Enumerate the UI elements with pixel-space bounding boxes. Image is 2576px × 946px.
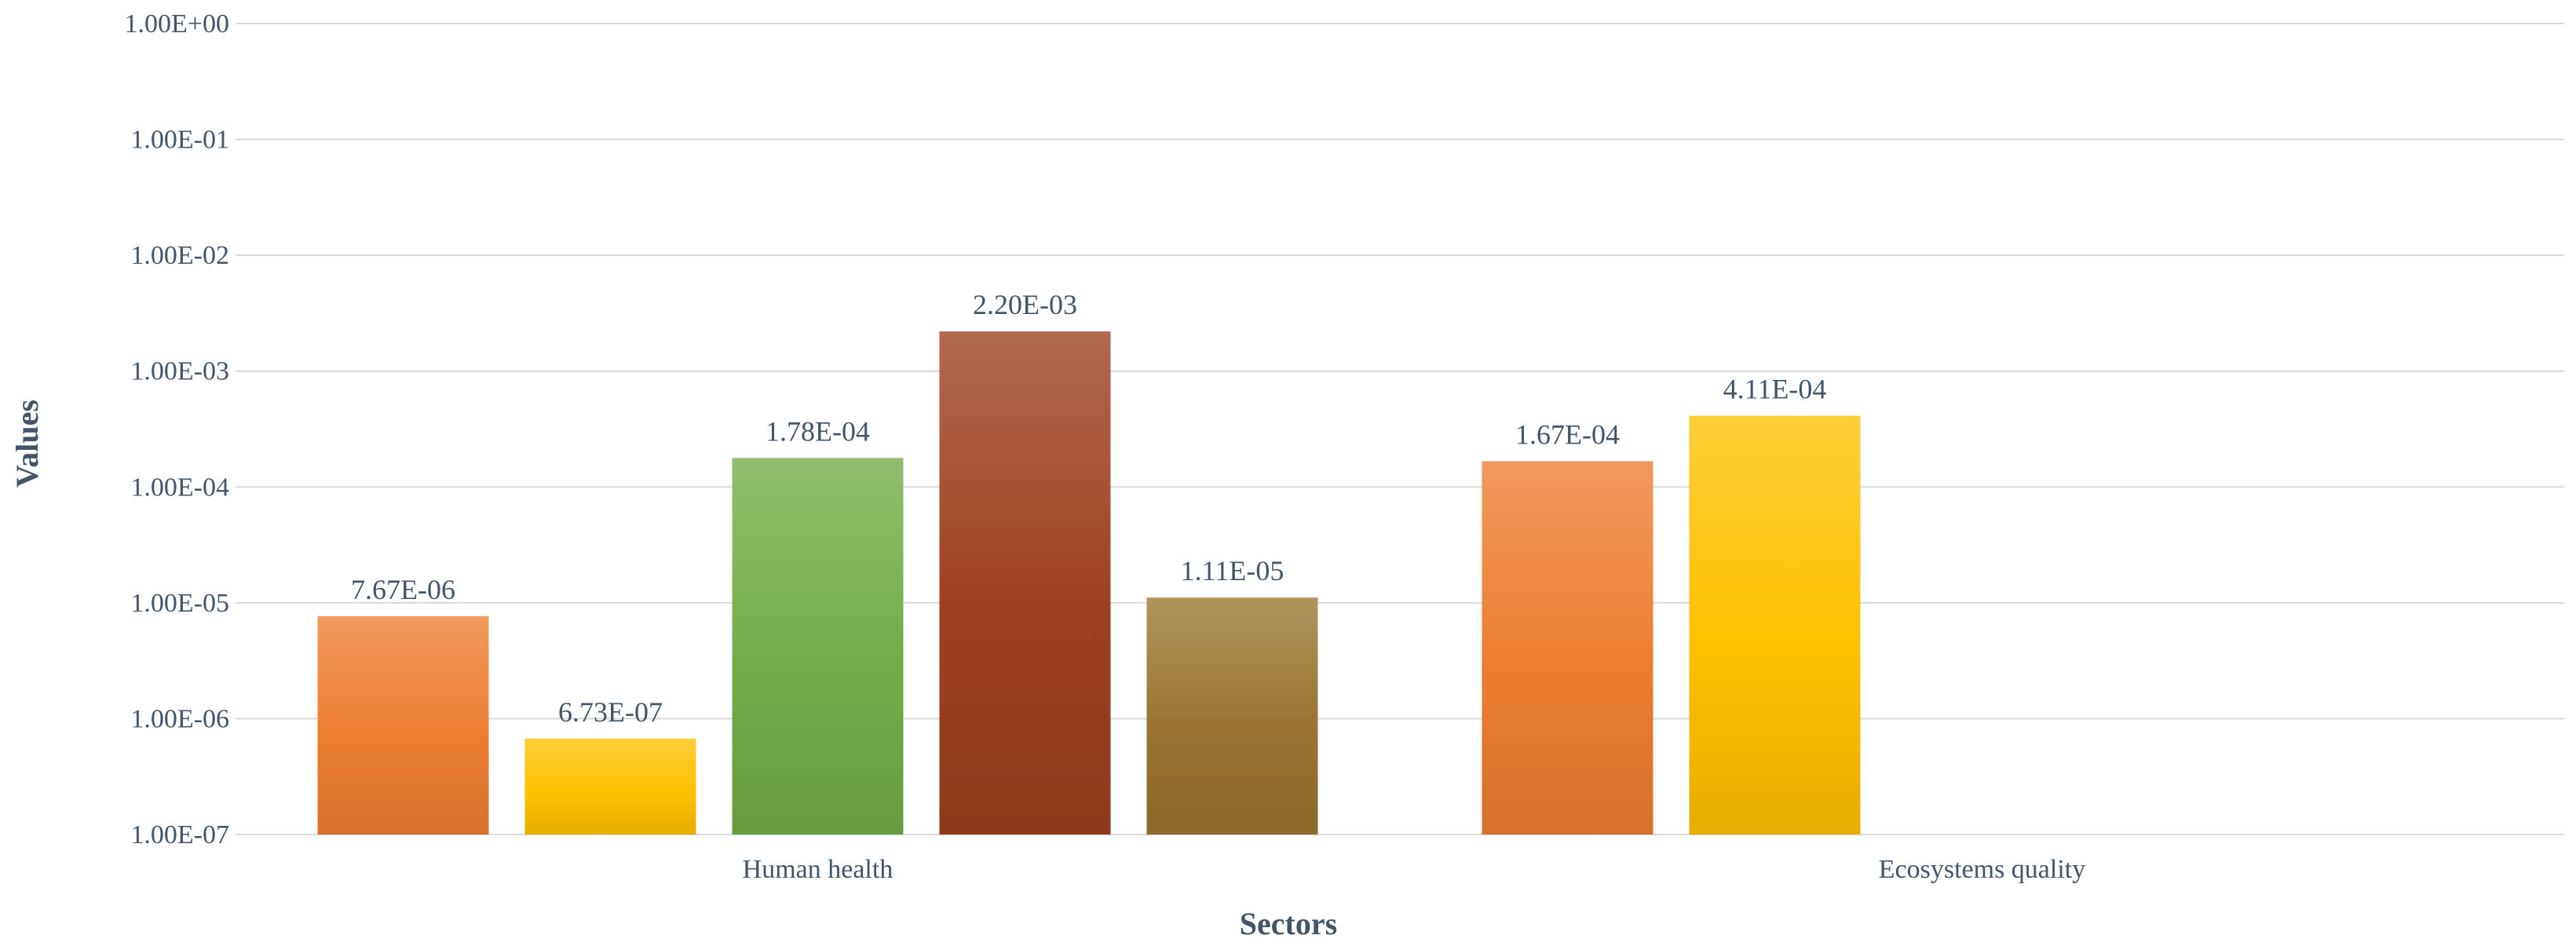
- data-label: 6.73E-07: [558, 696, 663, 728]
- y-tick-label: 1.00E-02: [130, 241, 229, 270]
- bars: [317, 331, 1861, 835]
- y-tick-label: 1.00E-04: [130, 473, 229, 502]
- bar: [732, 458, 904, 835]
- gridlines: [236, 23, 2564, 835]
- bar: [939, 331, 1111, 835]
- x-axis-title: Sectors: [1240, 906, 1337, 941]
- y-axis-tick-labels: 1.00E-07 1.00E-06 1.00E-05 1.00E-04 1.00E-03…: [125, 9, 229, 849]
- bar: [1482, 461, 1653, 835]
- data-label: 4.11E-04: [1723, 374, 1827, 405]
- data-label: 7.67E-06: [351, 574, 455, 605]
- bar: [1689, 415, 1861, 835]
- bar: [524, 738, 696, 835]
- data-label: 1.67E-04: [1515, 418, 1620, 450]
- bar: [317, 615, 489, 835]
- category-labels: Human health Ecosystems quality: [743, 855, 2086, 884]
- data-label: 1.78E-04: [765, 415, 870, 447]
- y-tick-label: 1.00E-03: [130, 357, 229, 386]
- y-tick-label: 1.00E+00: [125, 9, 229, 38]
- data-labels: 7.67E-06 6.73E-07 1.78E-04 2.20E-03 1.11E-05…: [351, 289, 1826, 728]
- data-label: 1.11E-05: [1181, 555, 1284, 586]
- y-tick-label: 1.00E-07: [130, 820, 229, 849]
- x-category-label: Ecosystems quality: [1879, 855, 2085, 884]
- y-axis-title: Values: [9, 400, 45, 488]
- y-tick-label: 1.00E-06: [130, 704, 229, 733]
- y-tick-label: 1.00E-01: [130, 126, 229, 155]
- y-tick-label: 1.00E-05: [130, 589, 229, 618]
- bar: [1146, 597, 1318, 835]
- x-category-label: Human health: [743, 855, 893, 884]
- data-label: 2.20E-03: [973, 289, 1077, 320]
